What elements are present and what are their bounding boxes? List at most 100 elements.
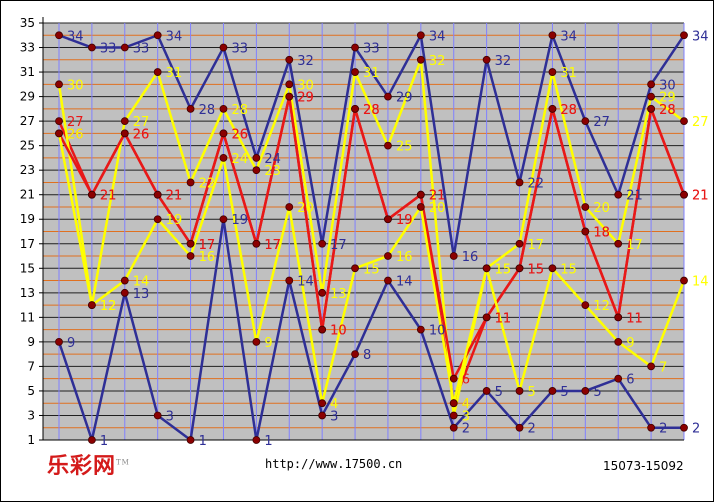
- data-point: [153, 31, 162, 40]
- data-label: 1: [264, 434, 272, 449]
- data-point: [416, 31, 425, 40]
- data-label: 32: [297, 54, 314, 69]
- data-point: [318, 288, 327, 297]
- data-label: 31: [363, 66, 380, 81]
- data-label: 3: [166, 409, 174, 424]
- data-point: [449, 423, 458, 432]
- data-point: [87, 190, 96, 199]
- data-point: [515, 387, 524, 395]
- data-label: 13: [330, 287, 347, 302]
- data-label: 20: [297, 201, 314, 216]
- data-point: [55, 31, 63, 40]
- data-point: [384, 252, 392, 260]
- data-label: 21: [166, 189, 183, 204]
- data-label: 34: [692, 29, 709, 44]
- data-point: [548, 68, 557, 76]
- data-label: 17: [528, 238, 545, 253]
- data-label: 26: [67, 127, 84, 142]
- data-label: 4: [462, 397, 470, 412]
- data-label: 19: [396, 213, 413, 228]
- data-point: [219, 154, 228, 162]
- data-label: 19: [396, 213, 413, 228]
- data-point: [351, 104, 359, 113]
- data-label: 28: [231, 103, 248, 118]
- y-tick-label: 29: [20, 90, 35, 104]
- data-point: [515, 264, 524, 273]
- data-label: 15: [495, 262, 512, 277]
- data-point: [515, 239, 524, 248]
- series-line-5: [57, 133, 686, 405]
- data-point: [482, 387, 491, 395]
- data-point: [416, 55, 425, 64]
- series-line-1: [58, 34, 686, 258]
- data-label: 30: [297, 78, 314, 93]
- data-point: [351, 350, 359, 359]
- data-point: [252, 239, 261, 248]
- data-point: [384, 141, 392, 150]
- data-label: 11: [495, 311, 512, 326]
- data-label: 16: [199, 250, 216, 265]
- data-label: 4: [462, 397, 470, 412]
- data-label: 21: [100, 189, 117, 204]
- data-label: 34: [166, 29, 183, 44]
- data-label: 32: [429, 54, 446, 69]
- data-point: [153, 190, 162, 199]
- data-label: 28: [659, 103, 676, 118]
- data-point: [186, 239, 195, 248]
- data-label: 14: [692, 275, 709, 290]
- data-label: 33: [100, 42, 117, 57]
- data-label: 1: [199, 434, 207, 449]
- data-point: [614, 374, 623, 383]
- data-point: [581, 117, 590, 126]
- series-line-3: [57, 58, 685, 417]
- data-label: 23: [264, 164, 281, 179]
- data-label: 34: [67, 29, 84, 44]
- data-label: 27: [67, 115, 84, 130]
- data-point: [252, 166, 261, 175]
- data-label: 21: [429, 189, 446, 204]
- data-label: 26: [133, 127, 150, 142]
- data-point: [219, 43, 228, 52]
- data-point: [482, 313, 491, 322]
- y-tick-label: 9: [27, 335, 35, 349]
- data-label: 11: [626, 311, 643, 326]
- data-label: 1: [100, 434, 108, 449]
- data-point: [285, 92, 294, 101]
- data-label: 15: [528, 262, 545, 277]
- data-point: [680, 190, 688, 199]
- data-label: 24: [231, 152, 248, 167]
- data-label: 5: [495, 385, 503, 400]
- data-point: [548, 31, 557, 40]
- data-point: [318, 239, 327, 248]
- data-label: 12: [100, 299, 117, 314]
- data-label: 17: [264, 238, 281, 253]
- data-point: [252, 436, 261, 444]
- data-point: [153, 68, 162, 76]
- data-point: [55, 129, 63, 138]
- data-point: [318, 325, 327, 334]
- data-label: 12: [100, 299, 117, 314]
- y-tick-label: 7: [27, 359, 35, 373]
- data-label: 28: [199, 103, 216, 118]
- data-point: [384, 92, 392, 101]
- period-range: 15073-15092: [603, 459, 684, 473]
- y-tick-label: 5: [27, 384, 35, 398]
- data-point: [416, 190, 425, 199]
- data-point: [219, 129, 228, 138]
- data-point: [680, 423, 688, 432]
- data-label: 26: [231, 127, 248, 142]
- data-label: 9: [264, 336, 272, 351]
- data-point: [614, 190, 623, 199]
- data-label: 28: [560, 103, 577, 118]
- data-point: [647, 92, 656, 101]
- data-label: 20: [429, 201, 446, 216]
- data-label: 26: [231, 127, 248, 142]
- data-label: 28: [363, 103, 380, 118]
- data-point: [680, 31, 688, 40]
- data-point: [680, 117, 688, 126]
- data-label: 2: [659, 422, 667, 437]
- data-label: 26: [67, 127, 84, 142]
- data-label: 2: [528, 422, 536, 437]
- data-label: 17: [199, 238, 216, 253]
